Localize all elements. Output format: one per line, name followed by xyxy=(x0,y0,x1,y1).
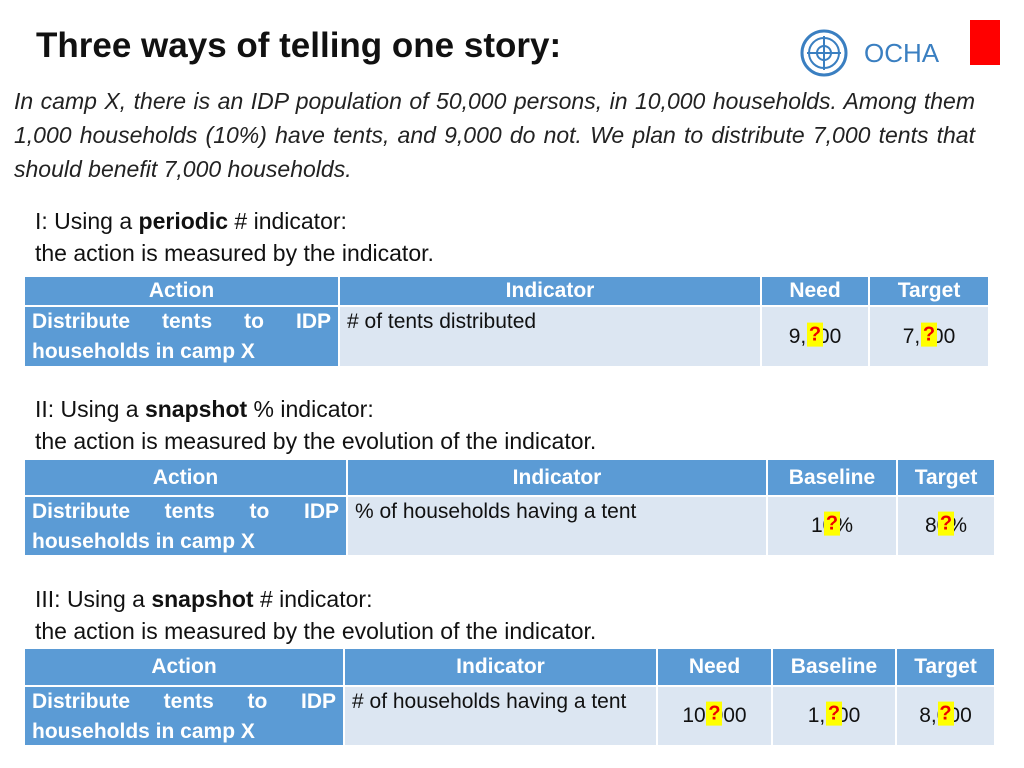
value-cell: 10%? xyxy=(768,497,896,555)
value-wrap: 1,000? xyxy=(808,701,860,731)
value-cell: 9,000? xyxy=(762,307,868,366)
header-cell: Action xyxy=(25,649,343,685)
section-subheading: the action is measured by the evolution … xyxy=(35,618,597,644)
value-wrap: 10%? xyxy=(811,511,853,541)
value-cell: 7,000? xyxy=(870,307,988,366)
header-cell: Target xyxy=(897,649,994,685)
heading-prefix: I: Using a xyxy=(35,208,139,234)
hidden-digit-marker: ? xyxy=(938,511,954,536)
header-cell: Baseline xyxy=(768,460,896,495)
hidden-digit-marker: ? xyxy=(826,701,842,726)
heading-prefix: III: Using a xyxy=(35,586,152,612)
value-wrap: 8,000? xyxy=(919,701,972,731)
value-wrap: 80%? xyxy=(925,511,967,541)
section-heading: III: Using a snapshot # indicator: xyxy=(35,583,372,615)
action-cell: Distribute tents to IDP households in ca… xyxy=(25,497,346,555)
value-cell: 8,000? xyxy=(897,687,994,745)
action-cell: Distribute tents to IDP households in ca… xyxy=(25,307,338,366)
heading-suffix: # indicator: xyxy=(253,586,373,612)
header-cell: Need xyxy=(658,649,771,685)
header-cell: Indicator xyxy=(345,649,656,685)
hidden-digit-marker: ? xyxy=(937,701,954,726)
section-heading: II: Using a snapshot % indicator: xyxy=(35,393,374,425)
header-cell: Indicator xyxy=(348,460,766,495)
heading-suffix: % indicator: xyxy=(247,396,374,422)
hidden-digit-marker: ? xyxy=(921,322,937,347)
action-cell: Distribute tents to IDP households in ca… xyxy=(25,687,343,745)
value-wrap: 7,000? xyxy=(903,322,955,352)
hidden-digit-marker: ? xyxy=(824,511,840,536)
value-cell: 1,000? xyxy=(773,687,895,745)
header-cell: Target xyxy=(898,460,994,495)
heading-bold: snapshot xyxy=(151,586,254,612)
value-wrap: 9,000? xyxy=(789,322,841,352)
un-emblem xyxy=(800,29,848,77)
indicator-cell: # of tents distributed xyxy=(340,307,760,366)
value-cell: 80%? xyxy=(898,497,994,555)
heading-bold: periodic xyxy=(138,208,229,234)
header-cell: Indicator xyxy=(340,277,760,305)
header-cell: Action xyxy=(25,277,338,305)
heading-prefix: II: Using a xyxy=(35,396,145,422)
red-square xyxy=(970,20,1000,65)
heading-suffix: # indicator: xyxy=(228,208,347,234)
section-subheading: the action is measured by the indicator. xyxy=(35,240,434,266)
header-cell: Action xyxy=(25,460,346,495)
hidden-digit-marker: ? xyxy=(706,701,723,726)
header-cell: Need xyxy=(762,277,868,305)
section-heading: I: Using a periodic # indicator: xyxy=(35,205,347,237)
indicator-cell: # of households having a tent xyxy=(345,687,656,745)
title: Three ways of telling one story: xyxy=(36,26,562,65)
header-cell: Baseline xyxy=(773,649,895,685)
heading-bold: snapshot xyxy=(144,396,248,422)
indicator-cell: % of households having a tent xyxy=(348,497,766,555)
value-wrap: 10,000? xyxy=(682,701,747,731)
logo-text: OCHA xyxy=(864,38,940,68)
hidden-digit-marker: ? xyxy=(807,322,823,347)
intro: In camp X, there is an IDP population of… xyxy=(14,88,975,182)
section-subheading: the action is measured by the evolution … xyxy=(35,428,597,454)
value-cell: 10,000? xyxy=(658,687,771,745)
header-cell: Target xyxy=(870,277,988,305)
